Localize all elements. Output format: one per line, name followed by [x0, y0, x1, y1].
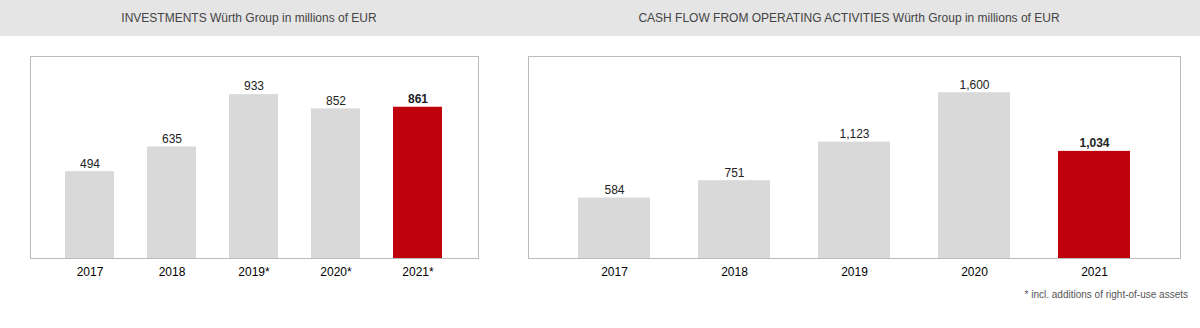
- html-text:* incl. additions of right-of-: * incl. additions of right-of-use assets: [1024, 289, 1188, 300]
- svg-text:584: 584: [604, 183, 624, 197]
- svg-text:2020*: 2020*: [320, 265, 352, 279]
- svg-text:2020: 2020: [961, 265, 988, 279]
- svg-text:933: 933: [244, 79, 264, 93]
- svg-text:1,034: 1,034: [1079, 136, 1109, 150]
- svg-text:751: 751: [724, 166, 744, 180]
- svg-text:2017: 2017: [77, 265, 104, 279]
- svg-text:852: 852: [326, 94, 346, 108]
- svg-text:2021*: 2021*: [402, 265, 434, 279]
- svg-text:861: 861: [408, 92, 428, 106]
- svg-text:2018: 2018: [721, 265, 748, 279]
- svg-text:2021: 2021: [1081, 265, 1108, 279]
- svg-text:1,600: 1,600: [959, 78, 989, 92]
- html-text:INVESTMENTS Würth Group in mil: INVESTMENTS Würth Group in millions of E…: [121, 11, 377, 25]
- html-text:CASH FLOW FROM OPERATING ACTIV: CASH FLOW FROM OPERATING ACTIVITIES Würt…: [638, 11, 1060, 25]
- svg-text:2017: 2017: [601, 265, 628, 279]
- svg-text:2019*: 2019*: [238, 265, 270, 279]
- svg-text:635: 635: [162, 132, 182, 146]
- svg-text:494: 494: [80, 157, 100, 171]
- svg-text:2018: 2018: [159, 265, 186, 279]
- svg-text:1,123: 1,123: [839, 127, 869, 141]
- svg-text:2019: 2019: [841, 265, 868, 279]
